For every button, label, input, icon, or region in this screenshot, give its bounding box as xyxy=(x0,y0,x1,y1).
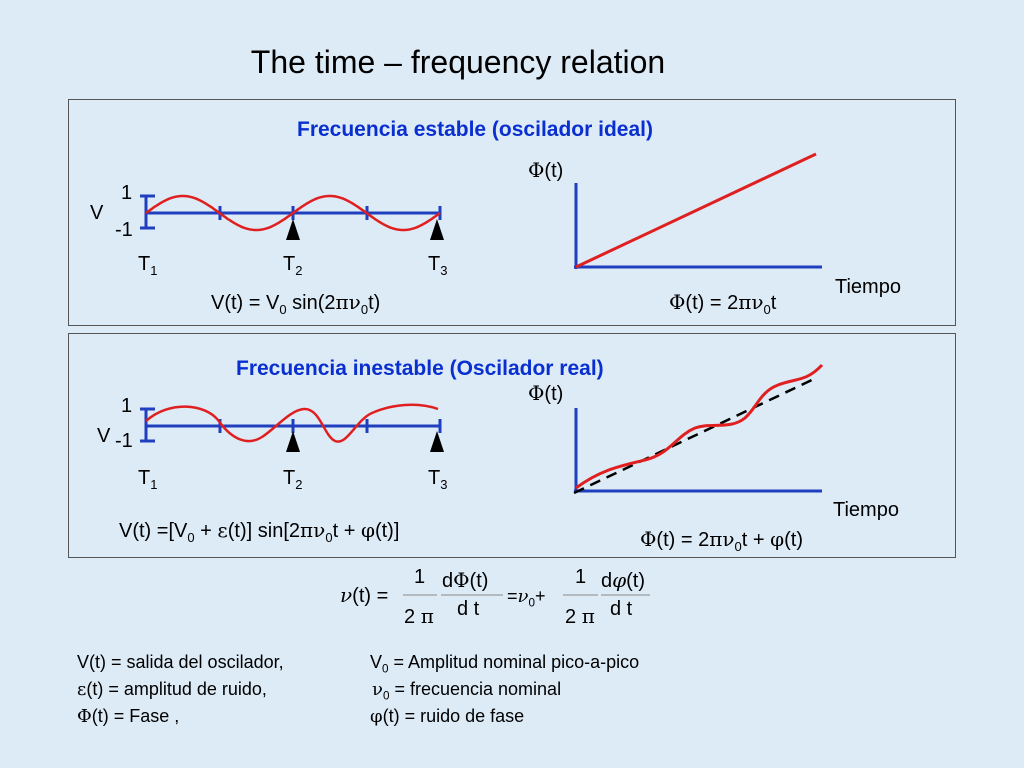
arrow-t3-head xyxy=(430,431,444,452)
legend-v0-amplitude: V0 = Amplitud nominal pico-a-pico xyxy=(370,652,640,676)
formula-dphi2-num: dφ(t) xyxy=(601,568,646,592)
stable-v-label: V xyxy=(90,202,104,224)
unstable-noisy-wave xyxy=(145,403,439,443)
unstable-phase-curve xyxy=(575,363,824,490)
formula-dphi-num: dΦ(t) xyxy=(442,568,489,592)
formula-den1: 2 π xyxy=(404,604,434,628)
formula-dt2: d t xyxy=(610,598,633,620)
unstable-panel-heading: Frecuencia inestable (Oscilador real) xyxy=(236,357,604,380)
unstable-ideal-phase-line xyxy=(573,376,817,495)
stable-t3-label: T3 xyxy=(428,253,448,278)
legend-v-output: V(t) = salida del oscilador, xyxy=(77,652,284,672)
stable-tick-pos-label: 1 xyxy=(121,182,133,204)
unstable-oscillator-panel xyxy=(68,333,956,558)
unstable-tick-neg-label: -1 xyxy=(115,430,133,452)
unstable-phase-axis-label: Φ(t) xyxy=(528,381,564,405)
legend-phi-phase: Φ(t) = Fase , xyxy=(77,706,180,727)
legend-phi-noise: φ(t) = ruido de fase xyxy=(370,706,525,727)
unstable-v-label: V xyxy=(97,425,111,447)
stable-tiempo-label: Tiempo xyxy=(835,276,901,298)
legend-epsilon-noise: ε(t) = amplitud de ruido, xyxy=(77,679,267,700)
unstable-tick-pos-label: 1 xyxy=(121,395,133,417)
arrow-t2-head xyxy=(286,431,300,452)
legend-nu0-frequency: ν0 = frecuencia nominal xyxy=(372,679,562,703)
unstable-t3-label: T3 xyxy=(428,467,448,492)
stable-panel-heading: Frecuencia estable (oscilador ideal) xyxy=(297,118,653,141)
stable-t1-label: T1 xyxy=(138,253,158,278)
arrow-t3-head xyxy=(430,219,444,240)
stable-voltage-equation: V(t) = V0 sin(2πν0t) xyxy=(211,290,381,317)
formula-lhs: ν(t) = xyxy=(340,583,389,607)
formula-num2: 1 xyxy=(575,566,587,588)
unstable-phase-equation: Φ(t) = 2πν0t + φ(t) xyxy=(640,527,804,554)
stable-t2-label: T2 xyxy=(283,253,303,278)
stable-phase-axis-label: Φ(t) xyxy=(528,158,564,182)
stable-tick-neg-label: -1 xyxy=(115,219,133,241)
stable-phase-equation: Φ(t) = 2πν0t xyxy=(669,290,777,317)
unstable-t2-label: T2 xyxy=(283,467,303,492)
arrow-t2-head xyxy=(286,219,300,240)
slide-title: The time – frequency relation xyxy=(250,44,666,80)
unstable-t1-label: T1 xyxy=(138,467,158,492)
unstable-voltage-equation: V(t) =[V0 + ε(t)] sin[2πν0t + φ(t)] xyxy=(119,518,400,545)
unstable-tiempo-label: Tiempo xyxy=(833,499,899,521)
formula-dt1: d t xyxy=(457,598,480,620)
formula-den2: 2 π xyxy=(565,604,595,628)
stable-phase-line xyxy=(575,152,817,269)
formula-num1: 1 xyxy=(414,566,426,588)
stable-sine-wave xyxy=(145,194,441,232)
formula-nu0: =ν0+ xyxy=(507,586,546,610)
